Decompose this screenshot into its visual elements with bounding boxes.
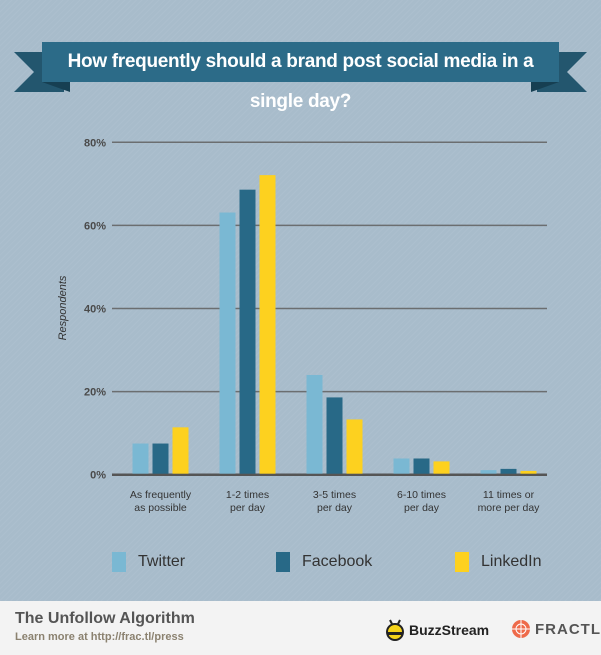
y-tick-label: 60%: [84, 220, 106, 232]
y-tick-label: 20%: [84, 387, 106, 399]
bar-twitter: [219, 212, 236, 474]
legend-item-facebook: Facebook: [276, 552, 372, 572]
bar-linkedin: [172, 427, 189, 474]
bar-chart: 0% 20% 40% 60% 80% Respondents As frequentlyas…: [57, 137, 547, 514]
bar-facebook: [413, 458, 430, 474]
bar-twitter: [393, 458, 410, 474]
bee-icon: [386, 619, 404, 641]
x-tick-label: As frequently: [130, 489, 192, 501]
legend-swatch: [276, 552, 290, 572]
buzzstream-text: BuzzStream: [409, 622, 490, 638]
bar-facebook: [500, 468, 517, 474]
x-tick-label: 11 times or: [483, 489, 535, 501]
footer-title: The Unfollow Algorithm: [15, 610, 195, 627]
y-tick-label: 40%: [84, 304, 106, 316]
footer-link[interactable]: Learn more at http://frac.tl/press: [15, 631, 184, 643]
bar-twitter: [480, 470, 497, 474]
fractl-text: FRACTL: [535, 620, 601, 638]
legend-swatch: [455, 552, 469, 572]
footer: The Unfollow Algorithm Learn more at htt…: [0, 601, 601, 655]
y-tick-label: 80%: [84, 137, 106, 149]
x-tick-label: 6-10 times: [397, 489, 446, 501]
banner-fold-left: [42, 82, 70, 92]
legend: Twitter Facebook LinkedIn: [0, 552, 601, 576]
legend-item-twitter: Twitter: [112, 552, 185, 572]
x-tick-label: more per day: [478, 502, 541, 514]
y-axis-label: Respondents: [57, 275, 69, 340]
bar-facebook: [239, 189, 256, 474]
x-tick-label: 1-2 times: [226, 489, 269, 501]
bar-facebook: [326, 397, 343, 474]
y-tick-label: 0%: [90, 470, 106, 482]
bar-linkedin: [346, 419, 363, 474]
fractl-logo: FRACTL: [511, 619, 601, 639]
bar-twitter: [306, 374, 323, 474]
x-tick-label: per day: [404, 502, 440, 514]
bar-twitter: [132, 443, 149, 474]
bar-linkedin: [433, 461, 450, 474]
legend-label: Facebook: [302, 553, 373, 570]
bar-facebook: [152, 443, 169, 474]
x-tick-label: as possible: [134, 502, 187, 514]
legend-label: Twitter: [138, 553, 186, 570]
legend-label: LinkedIn: [481, 553, 542, 570]
bar-linkedin: [520, 470, 537, 474]
x-tick-label: per day: [317, 502, 353, 514]
x-tick-label: per day: [230, 502, 266, 514]
legend-swatch: [112, 552, 126, 572]
bar-linkedin: [259, 175, 276, 474]
buzzstream-logo: BuzzStream: [384, 619, 489, 641]
legend-item-linkedin: LinkedIn: [455, 552, 542, 572]
banner-fold-right: [531, 82, 559, 92]
chart-title: How frequently should a brand post socia…: [42, 42, 559, 112]
fractl-icon: [512, 620, 530, 638]
x-tick-label: 3-5 times: [313, 489, 356, 501]
